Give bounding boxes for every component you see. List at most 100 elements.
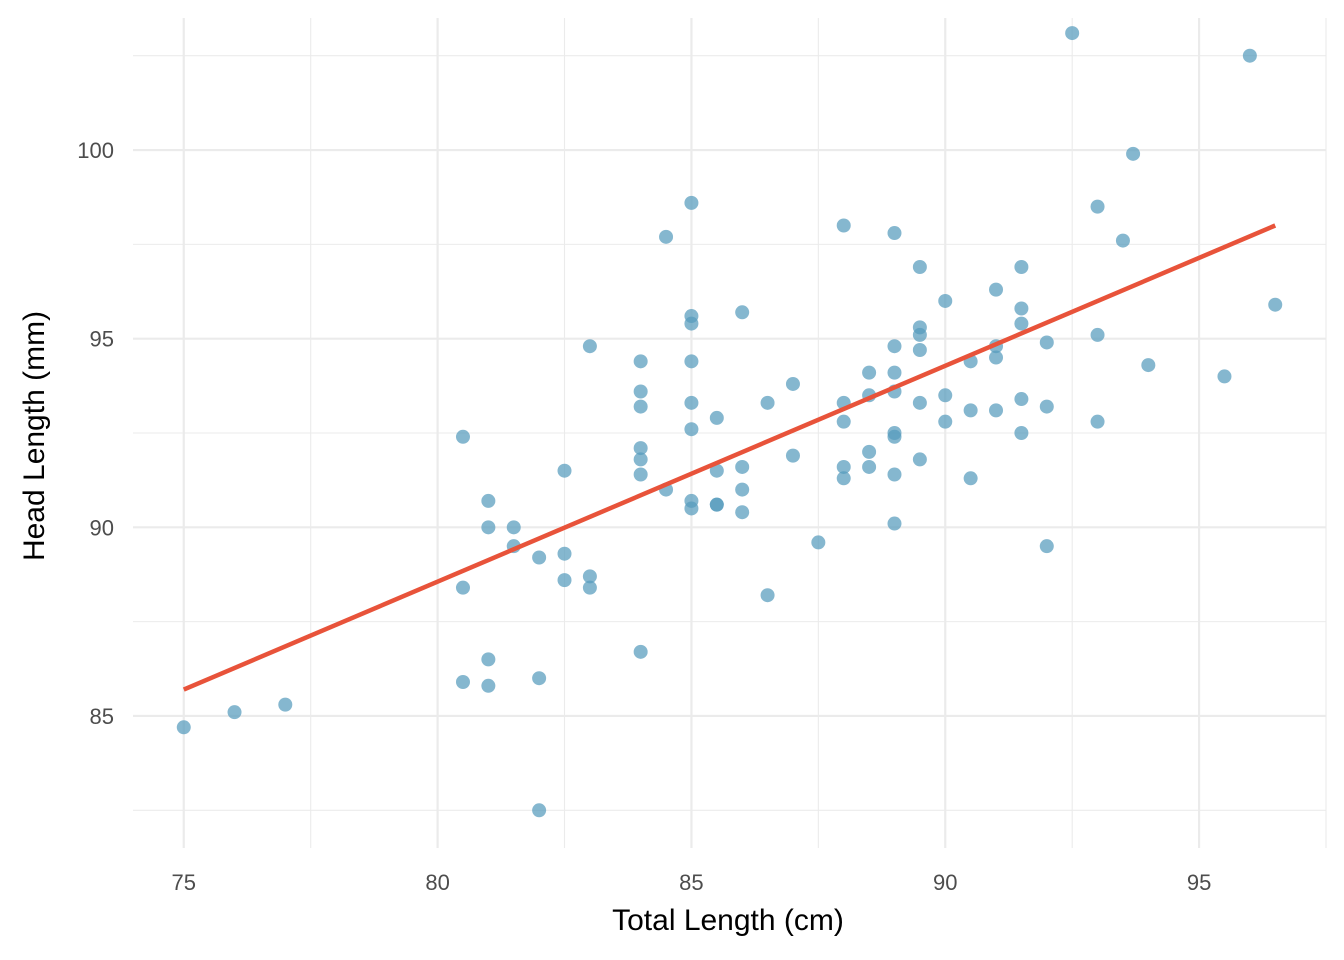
x-tick-label: 90 (933, 870, 957, 895)
x-axis-title: Total Length (cm) (612, 904, 844, 937)
data-point (1126, 146, 1141, 161)
y-tick-label: 85 (90, 704, 114, 729)
data-point (836, 218, 851, 233)
data-point (1090, 199, 1105, 214)
data-points (176, 26, 1283, 818)
data-point (862, 444, 877, 459)
y-tick-label: 95 (90, 327, 114, 352)
data-point (887, 339, 902, 354)
data-point (684, 316, 699, 331)
data-point (481, 678, 496, 693)
data-point (684, 422, 699, 437)
data-point (709, 497, 724, 512)
grid (133, 18, 1327, 848)
data-point (836, 459, 851, 474)
x-axis-ticks: 75 80 85 90 95 (172, 870, 1212, 895)
data-point (938, 293, 953, 308)
data-point (963, 471, 978, 486)
data-point (887, 226, 902, 241)
x-tick-label: 80 (425, 870, 449, 895)
data-point (481, 493, 496, 508)
data-point (582, 580, 597, 595)
data-point (455, 580, 470, 595)
data-point (760, 588, 775, 603)
data-point (557, 573, 572, 588)
data-point (1014, 316, 1029, 331)
data-point (227, 705, 242, 720)
data-point (633, 441, 648, 456)
data-point (1014, 426, 1029, 440)
data-point (912, 327, 927, 342)
data-point (1014, 392, 1029, 407)
data-point (532, 803, 547, 818)
data-point (633, 354, 648, 369)
data-point (912, 395, 927, 410)
x-tick-label: 75 (172, 870, 196, 895)
data-point (455, 675, 470, 689)
data-point (1141, 358, 1156, 373)
data-point (963, 403, 978, 418)
regression-line (182, 223, 1277, 692)
data-point (1242, 48, 1257, 63)
data-point (887, 429, 902, 444)
data-point (836, 471, 851, 486)
data-point (633, 384, 648, 399)
data-point (582, 569, 597, 584)
data-point (659, 229, 674, 244)
data-point (1115, 233, 1130, 248)
data-point (785, 376, 800, 391)
data-point (912, 343, 927, 357)
data-point (1014, 301, 1029, 316)
data-point (684, 195, 699, 210)
data-point (557, 463, 572, 478)
data-point (176, 720, 191, 735)
y-axis-title: Head Length (mm) (18, 311, 51, 561)
data-point (684, 395, 699, 410)
data-point (785, 448, 800, 463)
data-point (735, 305, 750, 320)
data-point (887, 467, 902, 482)
data-point (1090, 414, 1105, 429)
data-point (862, 459, 877, 474)
data-point (1039, 399, 1054, 414)
data-point (557, 546, 572, 561)
data-point (760, 395, 775, 410)
data-point (887, 365, 902, 380)
data-point (582, 339, 597, 354)
data-point (481, 520, 496, 535)
data-point (811, 535, 826, 550)
data-point (506, 520, 521, 535)
data-point (709, 410, 724, 425)
y-tick-label: 90 (90, 515, 114, 540)
y-axis-ticks: 85 90 95 100 (77, 138, 114, 729)
data-point (1039, 539, 1054, 554)
data-point (1090, 327, 1105, 342)
data-point (1039, 335, 1054, 350)
data-point (1268, 297, 1283, 312)
data-point (278, 697, 293, 712)
data-point (633, 452, 648, 467)
data-point (836, 414, 851, 429)
data-point (532, 550, 547, 565)
data-point (1014, 260, 1029, 274)
data-point (912, 452, 927, 467)
data-point (989, 350, 1004, 365)
data-point (989, 403, 1004, 418)
data-point (887, 516, 902, 531)
data-point (1217, 369, 1232, 384)
data-point (633, 644, 648, 659)
data-point (684, 501, 699, 516)
data-point (633, 399, 648, 414)
data-point (455, 429, 470, 444)
data-point (938, 414, 953, 429)
x-tick-label: 85 (679, 870, 703, 895)
data-point (684, 354, 699, 369)
data-point (735, 459, 750, 474)
data-point (532, 671, 547, 686)
data-point (938, 388, 953, 403)
regression-line-layer (182, 223, 1277, 692)
data-point (481, 652, 496, 667)
y-tick-label: 100 (77, 138, 114, 163)
